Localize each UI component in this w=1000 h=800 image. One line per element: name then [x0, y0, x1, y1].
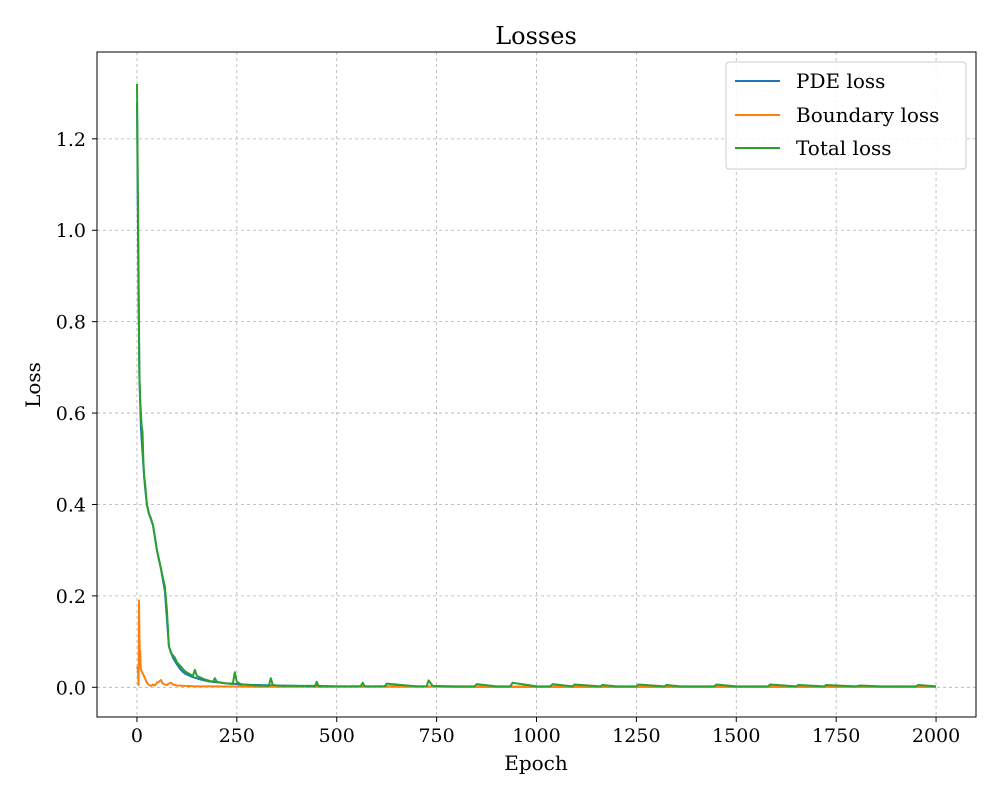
x-tick-label: 500 — [319, 725, 355, 747]
x-tick-label: 2000 — [912, 725, 960, 747]
y-tick-label: 0.2 — [56, 586, 86, 608]
y-tick-label: 0.4 — [56, 494, 86, 516]
x-tick-label: 1000 — [512, 725, 560, 747]
y-axis-label: Loss — [21, 362, 45, 408]
legend: PDE loss Boundary loss Total loss — [725, 61, 967, 170]
total-loss-line — [136, 83, 937, 688]
y-tick-label: 0.6 — [56, 403, 86, 425]
x-tick-label: 1750 — [812, 725, 860, 747]
legend-label-boundary: Boundary loss — [796, 103, 939, 127]
ticks: 0 250 500 750 1000 1250 1500 1750 2000 0.0 0.2 0.4 0… — [56, 129, 960, 747]
x-tick-label: 1250 — [612, 725, 660, 747]
legend-label-total: Total loss — [796, 136, 892, 160]
series-layer — [136, 83, 937, 688]
legend-frame — [725, 61, 967, 170]
x-tick-label: 0 — [131, 725, 143, 747]
y-tick-label: 0.0 — [56, 677, 86, 699]
boundary-loss-line — [136, 599, 936, 688]
chart-title: Losses — [495, 22, 577, 50]
y-tick-label: 1.2 — [56, 129, 86, 151]
legend-label-pde: PDE loss — [796, 69, 885, 93]
y-tick-label: 0.8 — [56, 312, 86, 334]
x-axis-label: Epoch — [504, 751, 568, 775]
x-tick-label: 250 — [219, 725, 255, 747]
y-tick-label: 1.0 — [56, 220, 86, 242]
x-tick-label: 750 — [418, 725, 454, 747]
x-tick-label: 1500 — [712, 725, 760, 747]
